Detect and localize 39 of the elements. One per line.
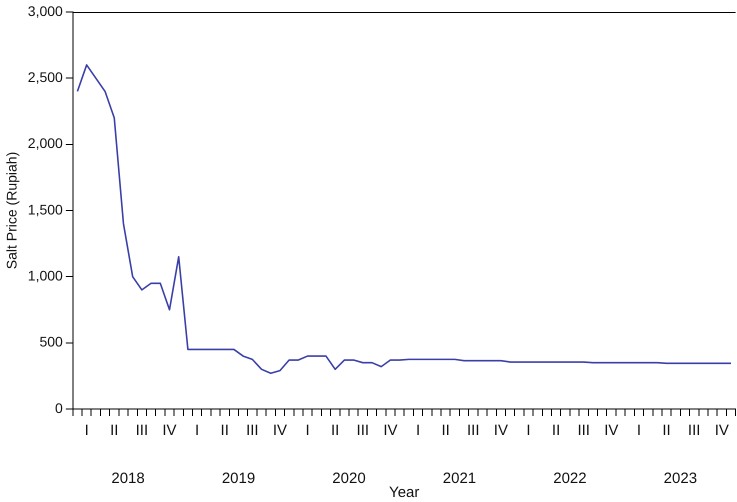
- x-tick-label: IV: [714, 422, 729, 440]
- x-tick-label: IV: [604, 422, 618, 440]
- x-tick-label: IV: [494, 422, 508, 440]
- x-axis-title: Year: [389, 484, 420, 502]
- text: 2021: [442, 470, 476, 488]
- x-tick-label: IV: [272, 422, 288, 440]
- text: 2022: [553, 470, 587, 488]
- x-tick-label: I: [305, 422, 310, 440]
- x-tick-label: IV: [383, 422, 398, 440]
- y-axis-title: Salt Price (Rupiah): [3, 152, 20, 270]
- text: 2020: [332, 470, 366, 488]
- x-tick-label: III: [246, 422, 259, 440]
- x-tick-label: I: [636, 422, 642, 440]
- x-tick-label: I: [416, 422, 420, 440]
- x-tick-label: III: [467, 422, 480, 440]
- x-tick-label: I: [195, 422, 200, 440]
- x-tick-label: III: [136, 422, 148, 440]
- x-tick-label: I: [526, 422, 531, 440]
- x-tick-label: II: [331, 422, 340, 440]
- y-tick-label: 2,500: [28, 69, 64, 86]
- x-tick-label: III: [356, 422, 370, 440]
- x-tick-label: IV: [162, 422, 177, 440]
- x-tick-label: I: [84, 422, 89, 440]
- text: 2019: [222, 470, 256, 488]
- x-tick-label: II: [110, 422, 118, 440]
- x-tick-label: II: [552, 422, 560, 440]
- y-tick-label: 1,000: [28, 268, 64, 284]
- y-tick-label: 2,000: [28, 135, 64, 152]
- x-tick-label: II: [441, 422, 450, 440]
- text: 2023: [664, 470, 698, 488]
- y-tick-label: 1,500: [28, 201, 64, 218]
- y-tick-label: 500: [39, 334, 64, 350]
- x-tick-label: II: [662, 422, 671, 440]
- text: 2018: [111, 470, 145, 488]
- y-tick-label: 0: [55, 400, 64, 416]
- x-tick-label: III: [688, 422, 700, 440]
- x-tick-label: II: [220, 422, 229, 440]
- x-tick-label: III: [577, 422, 590, 440]
- y-tick-label: 3,000: [28, 2, 64, 19]
